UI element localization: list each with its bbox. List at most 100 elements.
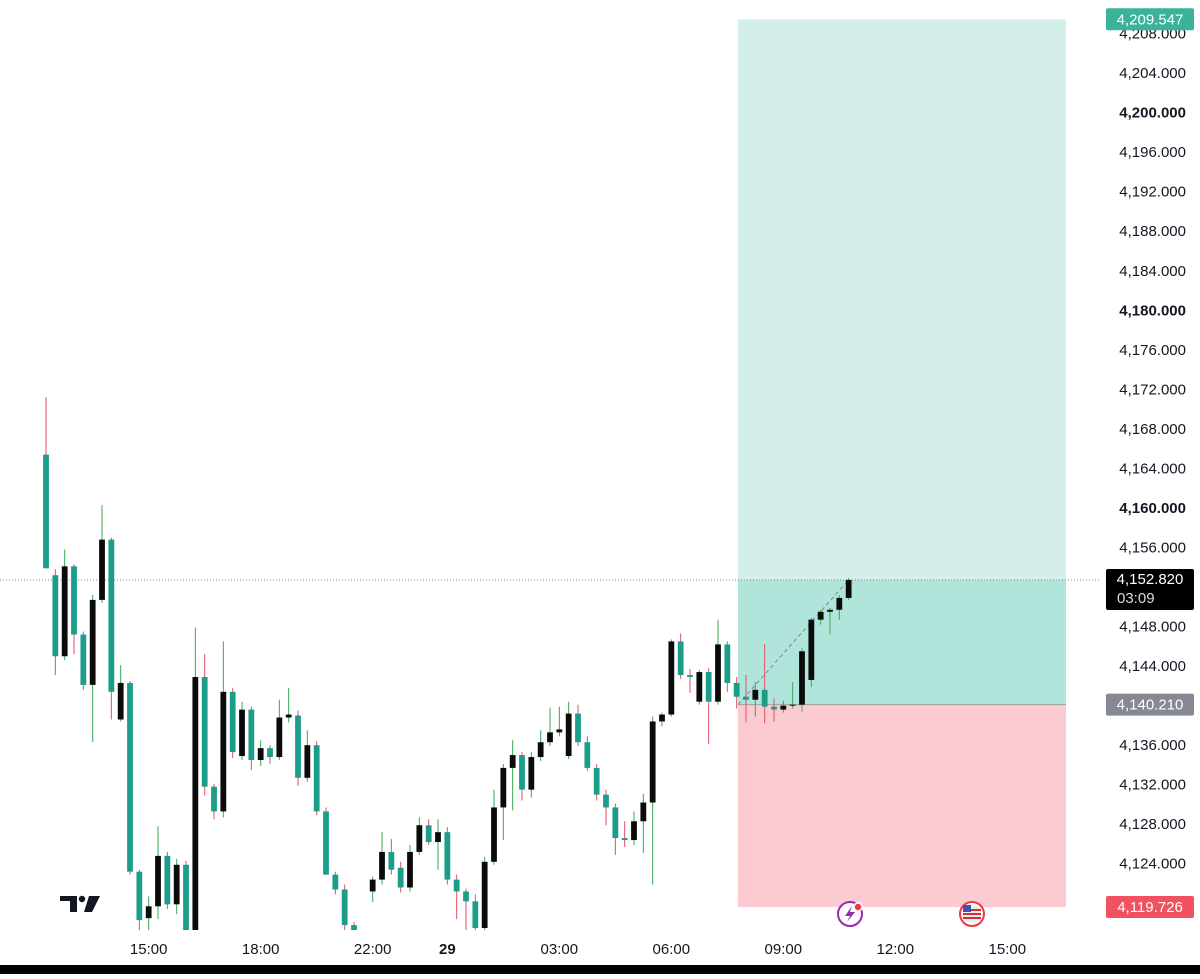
- candle-body: [332, 874, 339, 890]
- candle-body: [481, 861, 488, 929]
- candle-body: [575, 713, 581, 743]
- y-tick-label: 4,168.000: [1119, 421, 1186, 438]
- y-tick-label: 4,176.000: [1119, 342, 1186, 359]
- candle-body: [183, 864, 189, 930]
- x-tick-label: 18:00: [242, 941, 280, 958]
- y-tick-label: 4,180.000: [1119, 302, 1186, 319]
- candle-body: [407, 851, 413, 888]
- candle-body: [117, 682, 124, 720]
- candle-body: [108, 539, 115, 692]
- candle-body: [71, 566, 77, 635]
- candle-body: [276, 717, 283, 758]
- candle-body: [743, 696, 749, 700]
- event-icon[interactable]: [837, 901, 863, 927]
- candle-body: [155, 855, 161, 907]
- candle-body: [752, 689, 759, 700]
- candle-body: [192, 676, 199, 930]
- y-tick-label: 4,172.000: [1119, 381, 1186, 398]
- candle-body: [136, 871, 143, 921]
- plot-area: [0, 397, 1100, 930]
- candle-body: [500, 767, 507, 808]
- y-tick-label: 4,200.000: [1119, 105, 1186, 122]
- x-tick-label: 12:00: [877, 941, 915, 958]
- candle-body: [491, 807, 497, 862]
- candle-body: [789, 704, 796, 706]
- candle-body: [285, 714, 292, 718]
- candle-body: [668, 641, 675, 715]
- candle-body: [509, 755, 516, 768]
- y-tick-label: 4,204.000: [1119, 65, 1186, 82]
- y-tick-label: 4,124.000: [1119, 856, 1186, 873]
- candle-body: [631, 821, 637, 841]
- candle-body: [845, 579, 852, 598]
- y-tick-label: 4,196.000: [1119, 144, 1186, 161]
- candle-body: [80, 634, 87, 685]
- candle-body: [565, 713, 572, 757]
- candle-body: [89, 599, 96, 685]
- candle-body: [593, 767, 600, 795]
- y-tick-label: 4,144.000: [1119, 658, 1186, 675]
- target-label-box: [1106, 8, 1194, 31]
- candle-body: [435, 832, 441, 843]
- position-tool: [737, 19, 1067, 908]
- candle-body: [817, 611, 824, 620]
- candle-body: [472, 901, 479, 929]
- y-tick-label: 4,188.000: [1119, 223, 1186, 240]
- y-tick-label: 4,184.000: [1119, 263, 1186, 280]
- candle-body: [211, 786, 217, 812]
- price-axis: 4,124.000 4,128.000 4,132.000 4,136.000 4,14…: [130, 26, 1186, 958]
- stop-label: 4,119.726: [1117, 899, 1183, 916]
- price-labels: 4,209.547 4,140.210 4,119.726 4,152.820 03:0…: [1106, 8, 1194, 919]
- countdown: 03:09: [1117, 590, 1155, 607]
- x-tick-label: 22:00: [354, 941, 392, 958]
- candle-body: [584, 742, 591, 768]
- candle-body: [201, 676, 208, 787]
- candle-body: [724, 644, 731, 683]
- candle-body: [612, 807, 619, 839]
- candle-body: [267, 748, 273, 758]
- candle-body: [687, 675, 693, 677]
- target-label: 4,209.547: [1117, 11, 1184, 28]
- candle-body: [239, 709, 245, 757]
- candle-body: [52, 575, 59, 657]
- candle-body: [43, 454, 49, 569]
- candle-body: [556, 729, 563, 733]
- candle-body: [257, 748, 264, 761]
- candle-body: [425, 825, 432, 843]
- candle-body: [369, 879, 376, 892]
- entry-label-box: [1106, 693, 1194, 716]
- candle-body: [341, 889, 348, 926]
- x-tick-label: 06:00: [653, 941, 691, 958]
- entry-label: 4,140.210: [1117, 697, 1184, 714]
- candle-body: [351, 925, 357, 930]
- event-icon[interactable]: [959, 901, 985, 927]
- candle-body: [304, 745, 311, 778]
- candle-body: [61, 566, 68, 657]
- candle-body: [323, 811, 329, 875]
- bottom-bar: [0, 965, 1200, 974]
- candle-body: [379, 851, 385, 880]
- candle-body: [771, 706, 777, 710]
- candle-body: [248, 709, 255, 761]
- candle-body: [127, 682, 133, 872]
- y-tick-label: 4,192.000: [1119, 184, 1186, 201]
- y-tick-label: 4,164.000: [1119, 460, 1186, 477]
- candle-body: [659, 714, 665, 722]
- candle-body: [388, 851, 395, 870]
- x-tick-label: 29: [439, 941, 456, 958]
- candle-body: [780, 705, 787, 710]
- last-price-box: [1106, 568, 1194, 610]
- candle-body: [528, 757, 535, 790]
- candle-body: [173, 864, 180, 905]
- candle-body: [715, 644, 721, 702]
- candle-body: [416, 825, 423, 852]
- y-tick-label: 4,148.000: [1119, 619, 1186, 636]
- y-tick-label: 4,128.000: [1119, 816, 1186, 833]
- y-tick-label: 4,156.000: [1119, 539, 1186, 556]
- candle-body: [313, 745, 320, 812]
- candle-body: [164, 855, 171, 905]
- candle-body: [220, 691, 227, 812]
- candle-body: [519, 755, 525, 790]
- logo: [60, 895, 100, 912]
